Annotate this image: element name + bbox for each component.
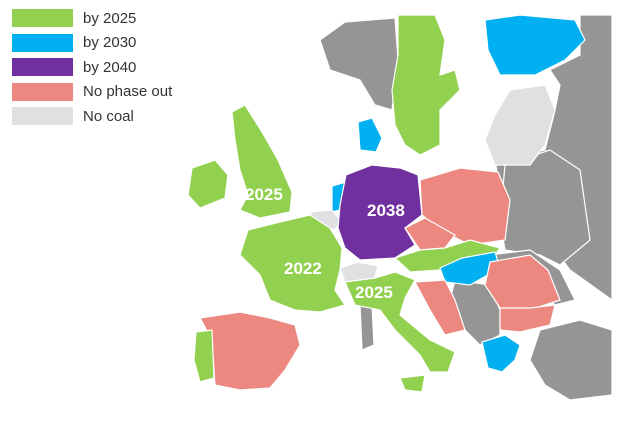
legend-swatch (12, 58, 73, 77)
legend-item-no-phase-out: No phase out (12, 80, 172, 105)
legend-item-by-2040: by 2040 (12, 55, 172, 80)
country-uk (231, 104, 293, 219)
country-norway-sweden (391, 14, 461, 156)
region-sardinia-corsica (359, 304, 375, 351)
legend-swatch (12, 82, 73, 101)
legend-label: No phase out (83, 83, 173, 101)
label-germany: 2038 (367, 201, 405, 220)
country-bulgaria (499, 304, 556, 333)
country-finland (484, 14, 586, 76)
legend-swatch (12, 33, 73, 52)
country-germany (337, 164, 423, 261)
country-romania (484, 254, 561, 311)
legend-swatch (12, 107, 73, 126)
country-greece (481, 334, 521, 373)
legend-label: by 2040 (83, 58, 137, 76)
legend: by 2025 by 2030 by 2040 No phase out No … (12, 6, 172, 129)
legend-item-by-2030: by 2030 (12, 31, 172, 56)
label-uk: 2025 (245, 185, 283, 204)
country-ireland (187, 159, 229, 209)
legend-label: by 2025 (83, 9, 137, 27)
country-italy (344, 271, 456, 373)
country-denmark (357, 117, 383, 153)
country-croatia-balkans (414, 279, 466, 336)
country-czechia (404, 217, 456, 251)
country-sicily (399, 374, 426, 393)
legend-item-by-2025: by 2025 (12, 6, 172, 31)
country-portugal (193, 329, 215, 383)
label-france: 2022 (284, 259, 322, 278)
legend-label: by 2030 (83, 34, 137, 52)
country-spain (199, 311, 301, 391)
legend-label: No coal (83, 107, 134, 125)
region-turkey (529, 319, 613, 401)
legend-item-no-coal: No coal (12, 104, 172, 129)
label-italy: 2025 (355, 283, 393, 302)
country-switzerland (339, 261, 379, 283)
region-belarus-ukraine (499, 149, 591, 266)
region-russia-north (319, 17, 399, 111)
legend-swatch (12, 9, 73, 28)
country-france (239, 214, 346, 313)
country-baltics (484, 84, 556, 166)
